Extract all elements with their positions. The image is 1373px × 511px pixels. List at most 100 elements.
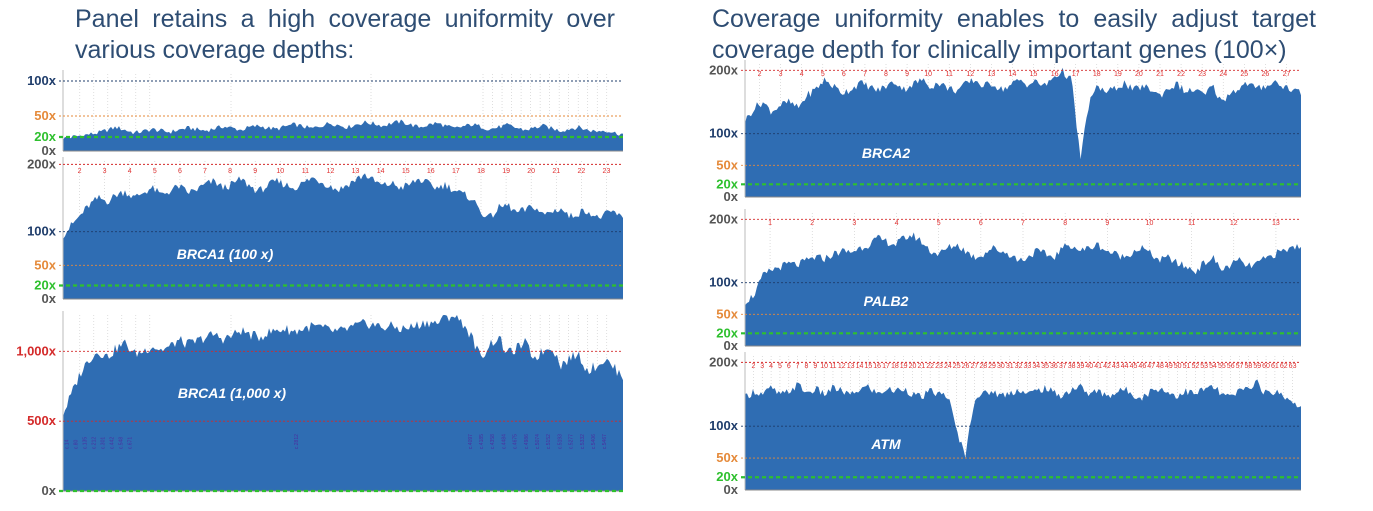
exon-label: 20 — [527, 168, 535, 175]
variant-label: c.442 — [109, 437, 115, 449]
exon-label: 10 — [276, 168, 284, 175]
exon-label: 13 — [352, 168, 360, 175]
y-tick-label: 100x — [709, 126, 739, 141]
y-tick-label: 50x — [716, 157, 738, 172]
exon-label: 19 — [900, 363, 908, 370]
exon-label: 15 — [402, 168, 410, 175]
y-tick-label: 0x — [724, 189, 739, 204]
exon-label: 8 — [804, 363, 808, 370]
y-tick-label: 50x — [716, 450, 738, 465]
exon-label: 9 — [813, 363, 817, 370]
exon-label: 2 — [758, 71, 762, 78]
y-tick-label: 100x — [27, 73, 57, 88]
variant-label: c.14 — [65, 439, 71, 449]
atm-title: ATM — [870, 436, 901, 452]
exon-label: 19 — [1114, 71, 1122, 78]
y-tick-label: 200x — [709, 211, 739, 226]
exon-label: 27 — [970, 363, 978, 370]
exon-label: 41 — [1094, 363, 1102, 370]
exon-label: 28 — [979, 363, 987, 370]
exon-label: 18 — [1093, 71, 1101, 78]
exon-label: 10 — [820, 363, 828, 370]
variant-label: c.2812 — [294, 434, 300, 449]
exon-label: 5 — [153, 168, 157, 175]
exon-label: 61 — [1271, 363, 1279, 370]
exon-label: 11 — [1188, 220, 1195, 227]
palb2-coverage-area — [745, 232, 1301, 346]
exon-label: 63 — [1289, 363, 1297, 370]
exon-label: 13 — [847, 363, 855, 370]
exon-label: 18 — [477, 168, 485, 175]
exon-label: 47 — [1147, 363, 1155, 370]
exon-label: 20 — [1135, 71, 1143, 78]
variant-label: c.5332 — [580, 434, 586, 449]
y-tick-label: 0x — [724, 482, 739, 497]
variant-label: c.135 — [83, 437, 89, 449]
exon-label: 13 — [987, 71, 995, 78]
exon-label: 25 — [953, 363, 961, 370]
exon-label: 19 — [502, 168, 510, 175]
y-tick-label: 100x — [709, 275, 739, 290]
exon-label: 31 — [1006, 363, 1014, 370]
y-tick-label: 50x — [716, 306, 738, 321]
variant-label: c.212 — [91, 437, 97, 449]
exon-label: 60 — [1262, 363, 1270, 370]
exon-label: 23 — [935, 363, 943, 370]
exon-label: 48 — [1156, 363, 1164, 370]
exon-label: 24 — [1219, 71, 1227, 78]
y-tick-label: 50x — [34, 108, 56, 123]
exon-label: 4 — [895, 220, 899, 227]
exon-label: 57 — [1236, 363, 1244, 370]
exon-label: 2 — [78, 168, 82, 175]
exon-label: 6 — [842, 71, 846, 78]
exon-label: 37 — [1059, 363, 1067, 370]
y-tick-label: 200x — [27, 156, 57, 171]
exon-label: 43 — [1112, 363, 1120, 370]
exon-label: 58 — [1244, 363, 1252, 370]
y-tick-label: 20x — [716, 325, 738, 340]
exon-label: 54 — [1209, 363, 1217, 370]
y-tick-label: 0x — [42, 143, 57, 158]
exon-label: 3 — [103, 168, 107, 175]
exon-label: 2 — [810, 220, 814, 227]
exon-label: 5 — [937, 220, 941, 227]
exon-label: 22 — [926, 363, 934, 370]
exon-label: 6 — [178, 168, 182, 175]
exon-label: 8 — [884, 71, 888, 78]
variant-label: c.4358 — [490, 434, 496, 449]
exon-label: 12 — [966, 71, 974, 78]
variant-label: c.4097 — [468, 434, 474, 449]
brca1_20x-coverage-area — [63, 119, 623, 151]
exon-label: 17 — [452, 168, 460, 175]
exon-label: 12 — [1230, 220, 1238, 227]
left-heading: Panel retains a high coverage uniformity… — [75, 5, 615, 64]
exon-label: 29 — [988, 363, 996, 370]
exon-label: 9 — [905, 71, 909, 78]
exon-label: 11 — [302, 168, 309, 175]
y-tick-label: 20x — [34, 278, 56, 293]
brca1_1000x-chart: 0x 500x 1,000x c.14 c.80 c.135 c.212 c.301 c.442… — [16, 311, 623, 498]
variant-label: c.4986 — [524, 434, 530, 449]
exon-label: 7 — [203, 168, 207, 175]
exon-label: 53 — [1200, 363, 1208, 370]
exon-label: 35 — [1041, 363, 1049, 370]
exon-label: 45 — [1130, 363, 1138, 370]
variant-label: c.4185 — [479, 434, 485, 449]
exon-label: 39 — [1077, 363, 1085, 370]
exon-label: 26 — [1261, 71, 1269, 78]
variant-label: c.5467 — [602, 434, 608, 449]
exon-label: 22 — [1177, 71, 1185, 78]
brca1_100x-coverage-area — [63, 173, 623, 299]
exon-label: 13 — [1272, 220, 1280, 227]
exon-label: 26 — [962, 363, 970, 370]
brca1_1000x-title: BRCA1 (1,000 x) — [178, 385, 286, 401]
exon-label: 55 — [1218, 363, 1226, 370]
exon-label: 8 — [1063, 220, 1067, 227]
variant-label: c.80 — [74, 439, 80, 449]
exon-label: 6 — [787, 363, 791, 370]
variant-label: c.4484 — [501, 434, 507, 449]
variant-label: c.671 — [127, 437, 133, 449]
variant-label: c.5406 — [591, 434, 597, 449]
